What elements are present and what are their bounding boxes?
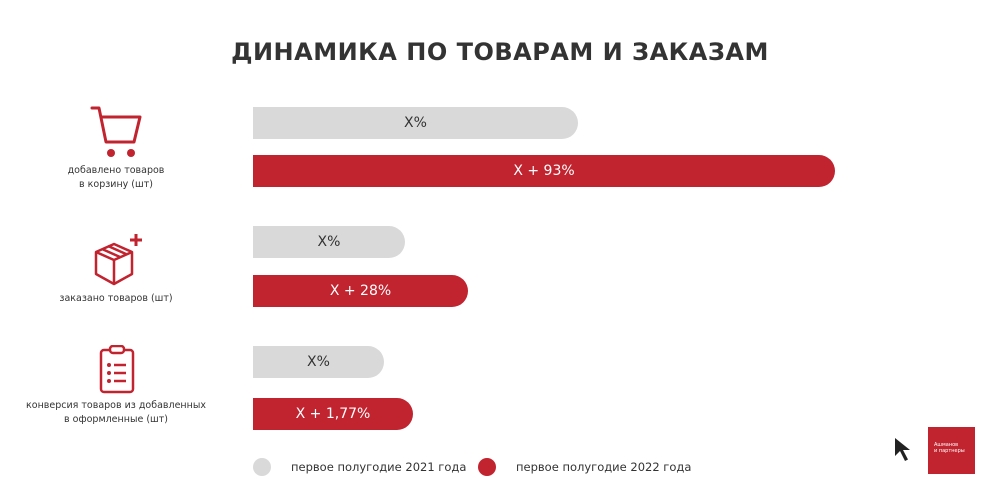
logo-text: и партнеры [934,448,965,454]
legend-label: первое полугодие 2021 года [291,460,467,474]
category-cart: добавлено товаров в корзину (шт) [16,104,216,192]
bar-conversion-2021: X% [253,346,384,378]
bar-cart-2021: X% [253,107,578,139]
logo-text: Ашманов [934,442,959,448]
chart-title: ДИНАМИКА ПО ТОВАРАМ И ЗАКАЗАМ [231,38,769,66]
bar-conversion-2022: X + 1,77% [253,398,413,430]
category-label: добавлено товаров [67,165,165,176]
logo-arrow-icon [895,438,910,461]
legend-label: первое полугодие 2022 года [516,460,692,474]
category-ordered: заказано товаров (шт) [16,232,216,306]
category-label: конверсия товаров из добавленных [26,400,206,411]
category-label: заказано товаров (шт) [59,293,173,304]
box-plus-icon [94,234,142,286]
bar-ordered-2022: X + 28% [253,275,468,307]
legend-item-2022: первое полугодие 2022 года [478,457,691,477]
legend-dot-red [478,458,496,476]
category-conversion: конверсия товаров из добавленных в оформ… [16,345,216,427]
legend-item-2021: первое полугодие 2021 года [253,457,466,477]
category-label: в корзину (шт) [79,179,153,190]
category-label: в оформленные (шт) [64,414,168,425]
legend-dot-grey [253,458,271,476]
clipboard-list-icon [99,345,135,394]
bar-cart-2022: X + 93% [253,155,835,187]
shopping-cart-icon [90,106,142,157]
company-logo: Ашманов и партнеры [928,427,975,474]
bar-ordered-2021: X% [253,226,405,258]
